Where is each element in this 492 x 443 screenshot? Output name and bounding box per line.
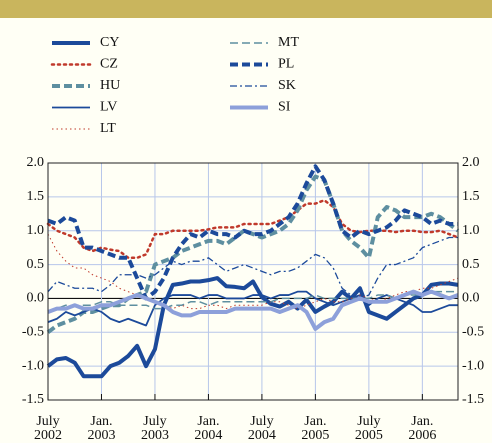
y-tick-label: 1.0 (27, 223, 45, 238)
legend-label: SK (278, 78, 296, 93)
y-tick-label: 2.0 (27, 155, 45, 170)
x-tick-label: Jan. (411, 414, 433, 429)
y2-tick-label: 0.5 (462, 257, 480, 272)
x-tick-label: 2006 (408, 428, 436, 443)
legend: CY CZ HU LV LT MT PL SK SI (50, 35, 299, 136)
plot-frame (47, 162, 459, 401)
series-line (46, 276, 459, 379)
legend-label: CY (100, 35, 119, 50)
legend-label: LT (100, 121, 116, 136)
x-tick-label: Jan. (90, 414, 112, 429)
series-line (47, 289, 459, 331)
y-tick-label: 0.0 (27, 291, 45, 306)
x-tick-label: July (357, 414, 380, 429)
x-tick-label: July (250, 414, 273, 429)
series-line (46, 198, 460, 260)
y2-tick-label: 0.0 (462, 291, 480, 306)
x-tick-label: 2005 (355, 428, 383, 443)
y2-tick-label: -1.5 (462, 392, 484, 407)
y2-tick-label: 1.5 (462, 189, 480, 204)
legend-label: HU (100, 78, 120, 93)
x-tick-label: 2003 (141, 428, 169, 443)
x-tick-label: Jan. (197, 414, 219, 429)
y-tick-label: 1.5 (27, 189, 45, 204)
series-line (47, 290, 458, 313)
y2-tick-label: 2.0 (462, 155, 480, 170)
x-tick-label: 2005 (301, 428, 329, 443)
series-line (46, 174, 460, 334)
header-bar (0, 0, 492, 18)
legend-label: LV (100, 100, 117, 115)
legend-label: CZ (100, 57, 118, 72)
plot (46, 164, 460, 379)
x-tick-label: 2004 (194, 428, 222, 443)
series-line (47, 233, 459, 310)
y2-tick-label: 1.0 (462, 223, 480, 238)
y-tick-label: -1.5 (22, 392, 44, 407)
y-tick-label: -0.5 (22, 325, 44, 340)
x-tick-label: 2004 (248, 428, 276, 443)
x-tick-label: July (143, 414, 166, 429)
legend-label: PL (278, 57, 294, 72)
x-tick-label: Jan. (304, 414, 326, 429)
y2-tick-label: -0.5 (462, 325, 484, 340)
x-tick-label: July (36, 414, 59, 429)
axis-labels: 2.0 2.0 1.5 1.5 1.0 1.0 0.5 0.5 0.0 0.0 -0.5 -0.5 -1… (22, 155, 484, 443)
series-line (47, 164, 458, 301)
legend-label: SI (278, 100, 291, 115)
legend-label: MT (278, 35, 299, 50)
x-tick-label: 2003 (87, 428, 115, 443)
y-tick-label: 0.5 (27, 257, 45, 272)
x-tick-label: 2002 (34, 428, 62, 443)
series-line (47, 236, 458, 300)
y-tick-label: -1.0 (22, 358, 44, 373)
y2-tick-label: -1.0 (462, 358, 484, 373)
